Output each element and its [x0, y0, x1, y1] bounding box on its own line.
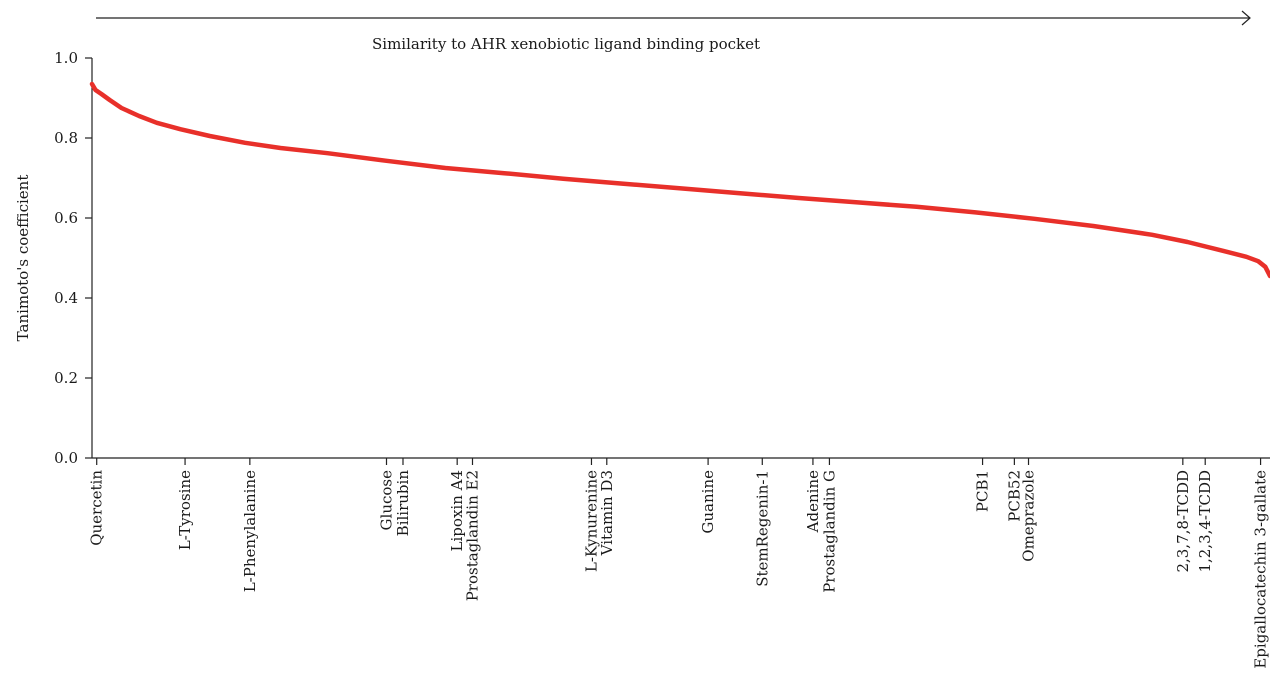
x-category-label: Prostaglandin G [820, 470, 838, 593]
y-tick-label: 1.0 [54, 49, 78, 67]
y-tick-label: 0.4 [54, 289, 78, 307]
series-line [89, 81, 1270, 279]
y-tick-label: 0.0 [54, 449, 78, 467]
x-category-label: Glucose [378, 470, 396, 531]
series-layer [89, 81, 1270, 279]
x-category-label: Quercetin [88, 470, 106, 546]
x-category-label: Lipoxin A4 [448, 470, 466, 551]
x-category-label: Prostaglandin E2 [463, 470, 481, 601]
axes [91, 58, 1270, 459]
x-category-label: 2,3,7,8-TCDD [1174, 470, 1192, 573]
x-category-label: Adenine [804, 470, 822, 533]
y-axis-title: Tanimoto's coefficient [14, 175, 32, 342]
y-tick-label: 0.2 [54, 369, 78, 387]
x-ticks: Quercetin L-Tyrosine L-Phenylalanine Glucos… [88, 458, 1270, 669]
x-category-label: L-Tyrosine [176, 470, 194, 550]
y-tick-label: 0.8 [54, 129, 78, 147]
x-category-label: Vitamin D3 [598, 470, 616, 556]
y-tick-label: 0.6 [54, 209, 78, 227]
x-category-label: Guanine [699, 470, 717, 534]
y-ticks: 0.0 0.2 0.4 0.6 0.8 1.0 [54, 49, 92, 467]
x-category-label: L-Kynurenine [582, 470, 600, 572]
x-category-label: Bilirubin [394, 470, 412, 537]
annotation-arrow-head [1241, 10, 1251, 26]
x-category-label: PCB52 [1005, 470, 1023, 522]
x-category-label: StemRegenin-1 [753, 470, 771, 587]
x-category-label: Epigallocatechin 3-gallate [1252, 470, 1270, 669]
annotation: Similarity to AHR xenobiotic ligand bind… [96, 10, 1251, 53]
x-category-label: 1,2,3,4-TCDD [1196, 470, 1214, 573]
x-category-label: Omeprazole [1020, 470, 1038, 562]
x-category-label: PCB1 [974, 470, 992, 512]
annotation-text: Similarity to AHR xenobiotic ligand bind… [372, 35, 760, 53]
x-category-label: L-Phenylalanine [241, 470, 259, 592]
